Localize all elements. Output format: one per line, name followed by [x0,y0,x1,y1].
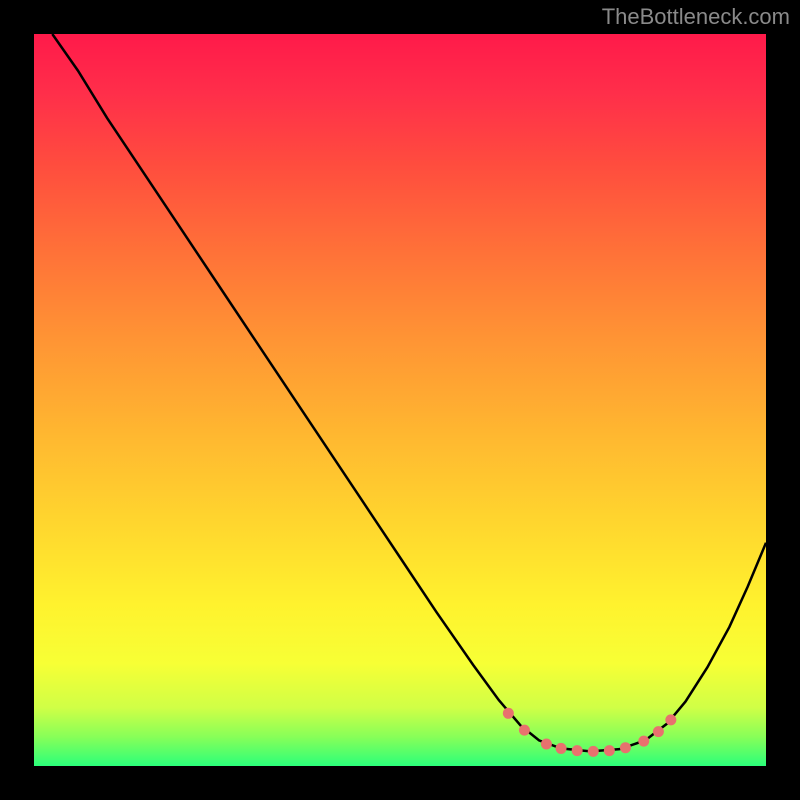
curve-layer [34,34,766,766]
data-marker [519,725,530,736]
data-marker [638,736,649,747]
data-marker [653,726,664,737]
data-marker [588,746,599,757]
data-marker [620,742,631,753]
bottleneck-curve [52,34,766,751]
chart-area [34,34,766,766]
watermark-text: TheBottleneck.com [602,4,790,30]
data-marker [665,714,676,725]
data-marker [541,739,552,750]
marker-group [503,708,677,757]
data-marker [572,745,583,756]
data-marker [503,708,514,719]
data-marker [556,743,567,754]
data-marker [604,745,615,756]
